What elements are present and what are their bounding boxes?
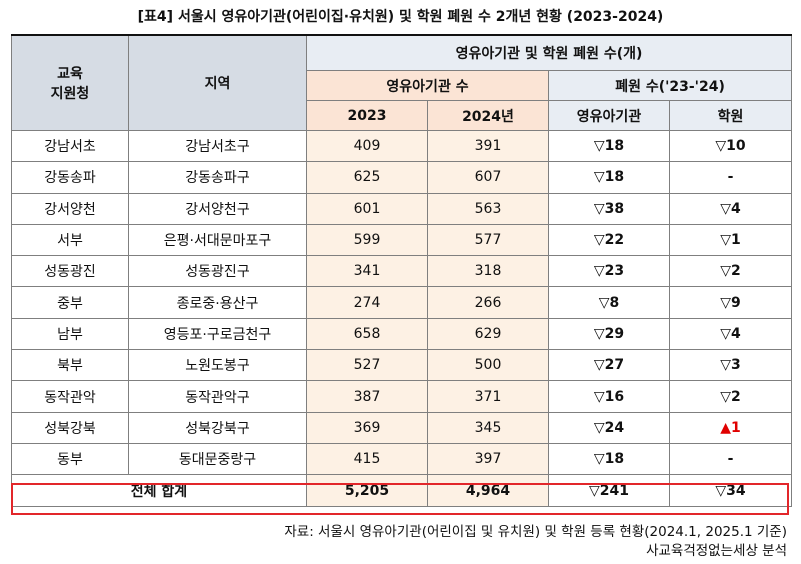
cell-closed-academy: ▽3 xyxy=(668,349,793,382)
cell-region: 강남서초구 xyxy=(128,129,307,163)
cell-2024: 629 xyxy=(427,317,549,351)
table-row: 성북강북 성북강북구 369 345 ▽24 ▲1 xyxy=(11,411,793,444)
cell-2024: 607 xyxy=(427,161,549,194)
cell-closed-infant: ▽24 xyxy=(548,411,670,444)
table-row: 북부 노원도봉구 527 500 ▽27 ▽3 xyxy=(11,349,793,382)
cell-closed-infant: ▽29 xyxy=(548,317,670,351)
header-2023: 2023 xyxy=(306,100,428,131)
analysis-note: 사교육걱정없는세상 분석 xyxy=(646,543,787,559)
header-2024: 2024년 xyxy=(427,100,549,131)
cell-closed-infant: ▽18 xyxy=(548,129,670,163)
cell-region: 은평·서대문마포구 xyxy=(128,223,307,257)
total-2023: 5,205 xyxy=(306,474,428,508)
cell-closed-academy: ▽9 xyxy=(668,286,793,319)
cell-2023: 274 xyxy=(306,286,428,319)
cell-closed-academy: ▽10 xyxy=(668,129,793,163)
cell-closed-academy: ▽4 xyxy=(668,192,793,225)
cell-closed-infant: ▽18 xyxy=(548,161,670,194)
header-closed-academy: 학원 xyxy=(668,100,793,131)
header-group-closed: 폐원 수('23-'24) xyxy=(547,70,793,101)
cell-2024: 345 xyxy=(427,411,549,444)
cell-closed-infant: ▽16 xyxy=(548,380,670,413)
cell-2023: 415 xyxy=(306,442,428,476)
cell-office: 동부 xyxy=(11,442,129,476)
cell-office: 동작관악 xyxy=(11,380,129,413)
table-row: 성동광진 성동광진구 341 318 ▽23 ▽2 xyxy=(11,255,793,288)
total-2024: 4,964 xyxy=(427,474,549,508)
cell-closed-academy: ▽1 xyxy=(668,223,793,257)
table-row: 동작관악 동작관악구 387 371 ▽16 ▽2 xyxy=(11,380,793,413)
source-note: 자료: 서울시 영유아기관(어린이집 및 유치원) 및 학원 등록 현황(202… xyxy=(284,524,787,540)
cell-office: 남부 xyxy=(11,317,129,351)
cell-2024: 318 xyxy=(427,255,549,288)
cell-office: 북부 xyxy=(11,349,129,382)
cell-2023: 658 xyxy=(306,317,428,351)
cell-region: 동대문중랑구 xyxy=(128,442,307,476)
header-closed-infant: 영유아기관 xyxy=(548,100,670,131)
cell-2023: 625 xyxy=(306,161,428,194)
table-row: 강서양천 강서양천구 601 563 ▽38 ▽4 xyxy=(11,192,793,225)
cell-2024: 563 xyxy=(427,192,549,225)
cell-office: 성동광진 xyxy=(11,255,129,288)
cell-office: 중부 xyxy=(11,286,129,319)
cell-office: 성북강북 xyxy=(11,411,129,444)
cell-office: 서부 xyxy=(11,223,129,257)
cell-region: 성동광진구 xyxy=(128,255,307,288)
cell-2023: 369 xyxy=(306,411,428,444)
table-row: 서부 은평·서대문마포구 599 577 ▽22 ▽1 xyxy=(11,223,793,257)
header-region: 지역 xyxy=(128,34,307,131)
cell-closed-academy-increase: ▲1 xyxy=(668,411,793,444)
table-row: 남부 영등포·구로금천구 658 629 ▽29 ▽4 xyxy=(11,317,793,351)
table-row: 강남서초 강남서초구 409 391 ▽18 ▽10 xyxy=(11,129,793,163)
cell-region: 종로중·용산구 xyxy=(128,286,307,319)
cell-office: 강동송파 xyxy=(11,161,129,194)
cell-office: 강남서초 xyxy=(11,129,129,163)
cell-closed-academy: - xyxy=(668,161,793,194)
cell-2024: 577 xyxy=(427,223,549,257)
cell-2024: 500 xyxy=(427,349,549,382)
table-row: 중부 종로중·용산구 274 266 ▽8 ▽9 xyxy=(11,286,793,319)
header-office: 교육 지원청 xyxy=(11,34,129,131)
cell-closed-academy: ▽2 xyxy=(668,255,793,288)
cell-region: 동작관악구 xyxy=(128,380,307,413)
cell-2023: 409 xyxy=(306,129,428,163)
header-group-main: 영유아기관 및 학원 폐원 수(개) xyxy=(305,34,793,71)
cell-2023: 341 xyxy=(306,255,428,288)
cell-closed-infant: ▽27 xyxy=(548,349,670,382)
cell-2024: 397 xyxy=(427,442,549,476)
cell-2023: 387 xyxy=(306,380,428,413)
total-closed-academy: ▽34 xyxy=(668,474,793,508)
cell-2024: 371 xyxy=(427,380,549,413)
table-row: 강동송파 강동송파구 625 607 ▽18 - xyxy=(11,161,793,194)
cell-closed-academy: ▽2 xyxy=(668,380,793,413)
total-row: 전체 합계 5,205 4,964 ▽241 ▽34 xyxy=(11,474,793,508)
closure-table: 교육 지원청 지역 영유아기관 및 학원 폐원 수(개) 영유아기관 수 폐원 … xyxy=(11,34,793,508)
cell-2023: 527 xyxy=(306,349,428,382)
cell-region: 성북강북구 xyxy=(128,411,307,444)
total-closed-infant: ▽241 xyxy=(548,474,670,508)
cell-closed-academy: ▽4 xyxy=(668,317,793,351)
table-row: 동부 동대문중랑구 415 397 ▽18 - xyxy=(11,442,793,476)
table-title: [표4] 서울시 영유아기관(어린이집·유치원) 및 학원 폐원 수 2개년 현… xyxy=(137,9,664,25)
cell-region: 영등포·구로금천구 xyxy=(128,317,307,351)
cell-2023: 599 xyxy=(306,223,428,257)
total-label: 전체 합계 xyxy=(11,474,307,508)
cell-closed-academy: - xyxy=(668,442,793,476)
cell-region: 강동송파구 xyxy=(128,161,307,194)
cell-2024: 266 xyxy=(427,286,549,319)
cell-closed-infant: ▽22 xyxy=(548,223,670,257)
cell-closed-infant: ▽8 xyxy=(548,286,670,319)
cell-2024: 391 xyxy=(427,129,549,163)
cell-closed-infant: ▽23 xyxy=(548,255,670,288)
cell-region: 노원도봉구 xyxy=(128,349,307,382)
cell-2023: 601 xyxy=(306,192,428,225)
cell-region: 강서양천구 xyxy=(128,192,307,225)
header-group-count: 영유아기관 수 xyxy=(306,70,549,101)
cell-office: 강서양천 xyxy=(11,192,129,225)
cell-closed-infant: ▽18 xyxy=(548,442,670,476)
cell-closed-infant: ▽38 xyxy=(548,192,670,225)
